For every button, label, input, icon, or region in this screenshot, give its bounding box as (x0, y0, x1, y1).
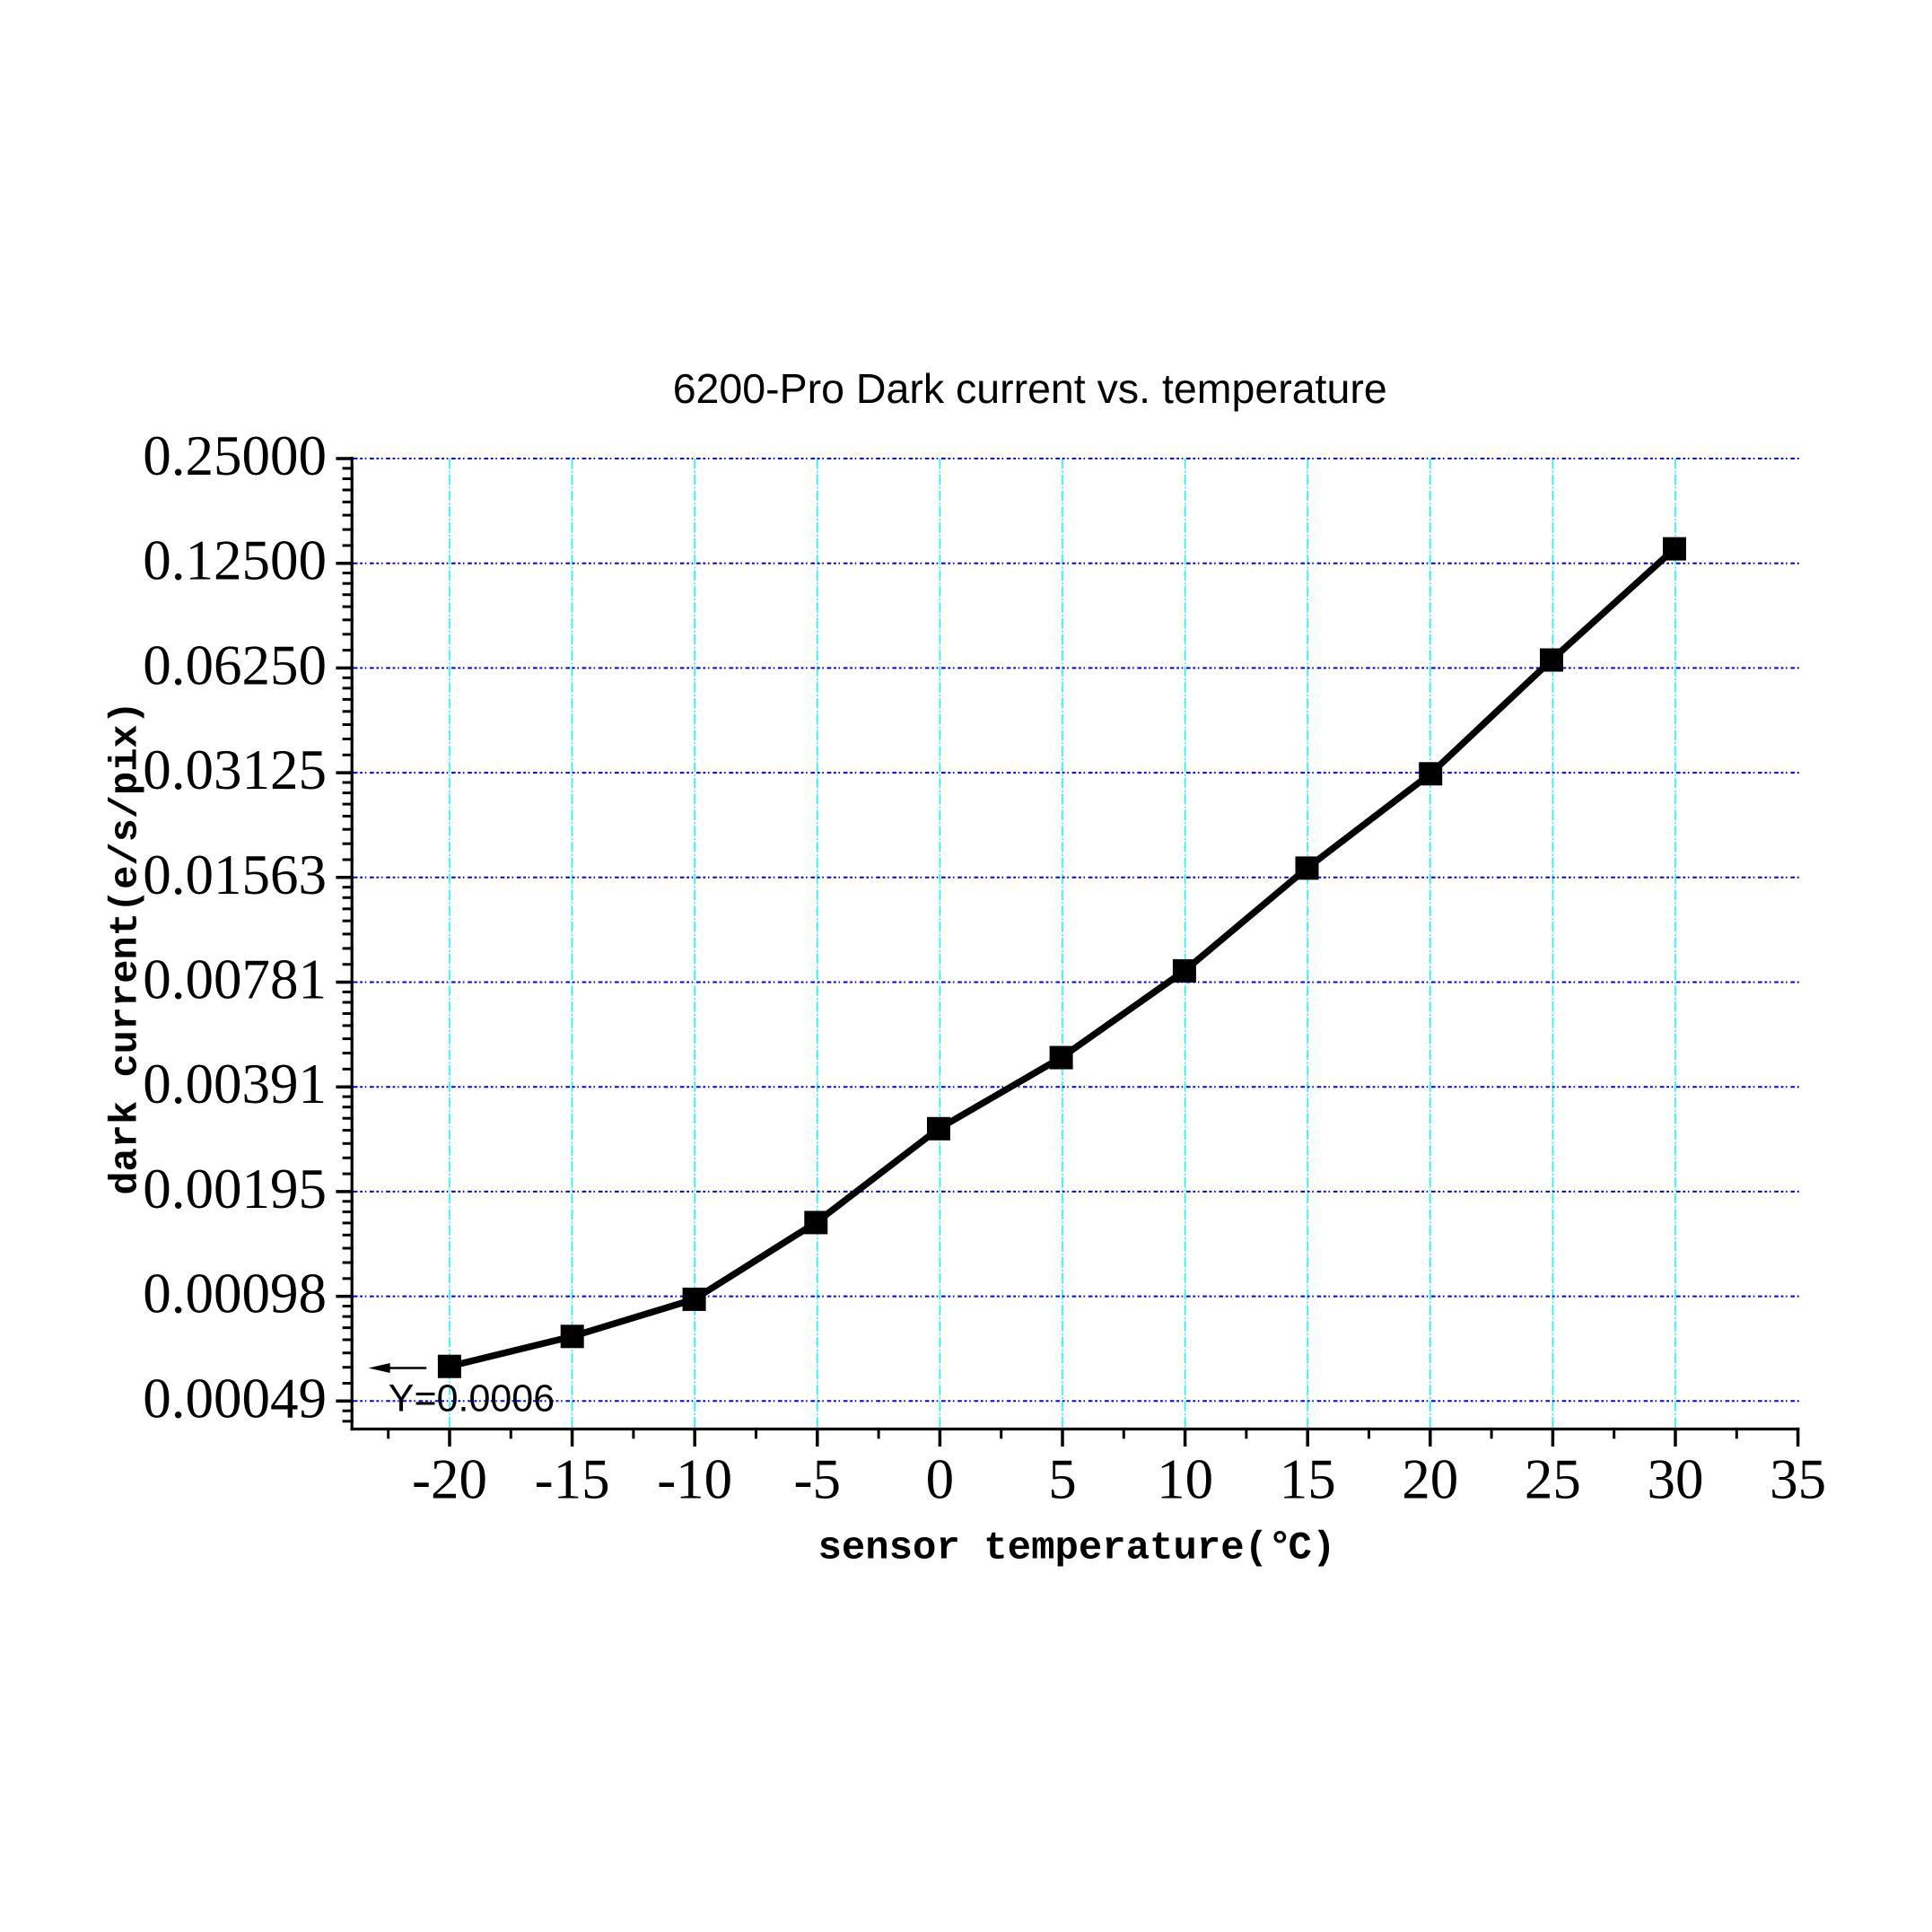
svg-text:0.06250: 0.06250 (143, 634, 327, 696)
svg-text:sensor temperature(°C): sensor temperature(°C) (817, 1525, 1335, 1570)
svg-text:0.00391: 0.00391 (143, 1053, 327, 1115)
svg-text:Y=0.0006: Y=0.0006 (389, 1377, 555, 1421)
svg-text:25: 25 (1525, 1448, 1581, 1511)
svg-text:20: 20 (1402, 1448, 1458, 1511)
svg-text:30: 30 (1648, 1448, 1704, 1511)
svg-text:5: 5 (1048, 1448, 1077, 1511)
svg-text:0: 0 (926, 1448, 955, 1511)
svg-text:dark current(e/s/pix): dark current(e/s/pix) (105, 701, 149, 1195)
svg-text:0.03125: 0.03125 (143, 739, 327, 801)
svg-text:0.00049: 0.00049 (143, 1367, 327, 1429)
svg-text:-20: -20 (412, 1448, 487, 1511)
svg-text:0.25000: 0.25000 (143, 424, 327, 487)
svg-text:-10: -10 (657, 1448, 732, 1511)
svg-text:0.00195: 0.00195 (143, 1158, 327, 1220)
svg-text:-15: -15 (535, 1448, 610, 1511)
svg-text:6200-Pro Dark current vs. temp: 6200-Pro Dark current vs. temperature (673, 365, 1387, 412)
svg-text:0.00781: 0.00781 (143, 949, 327, 1011)
svg-text:0.12500: 0.12500 (143, 529, 327, 592)
svg-text:0.01563: 0.01563 (143, 844, 327, 906)
svg-text:-5: -5 (794, 1448, 841, 1511)
svg-text:0.00098: 0.00098 (143, 1263, 327, 1325)
svg-text:10: 10 (1157, 1448, 1213, 1511)
svg-text:35: 35 (1770, 1448, 1826, 1511)
svg-text:15: 15 (1280, 1448, 1336, 1511)
